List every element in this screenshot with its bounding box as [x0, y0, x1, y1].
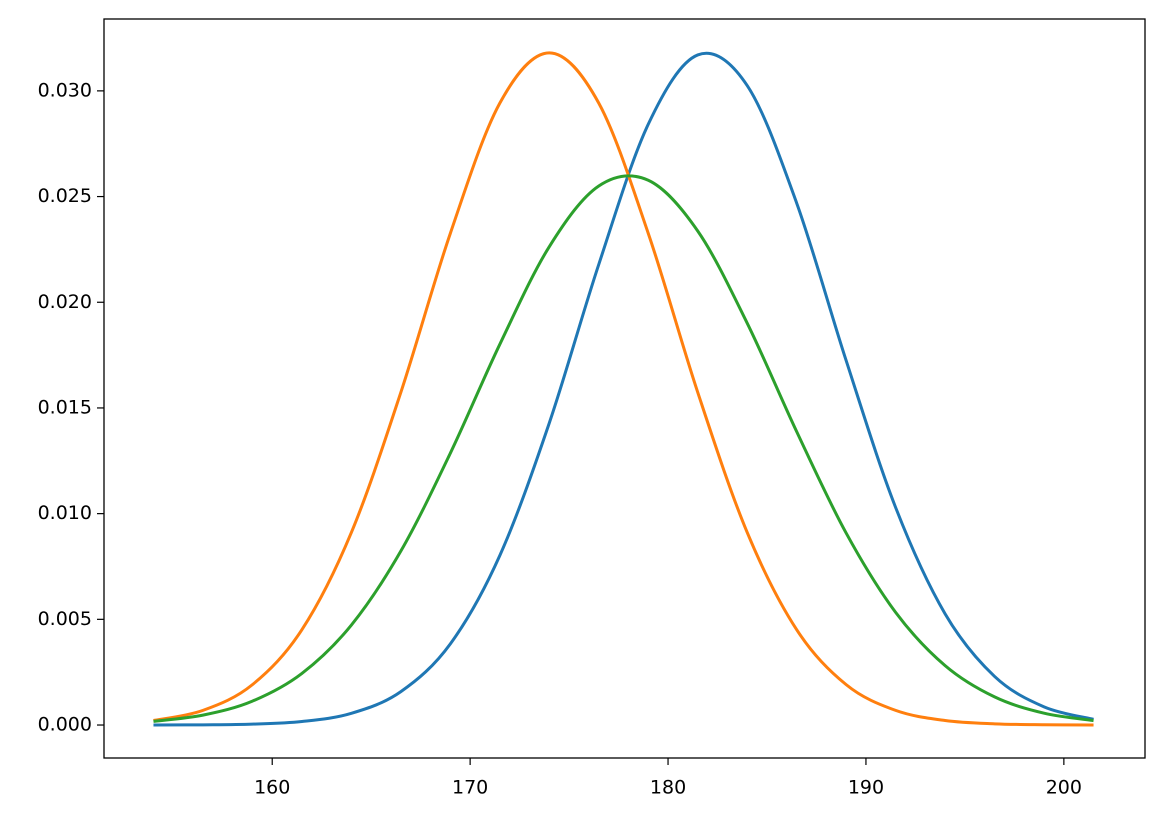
line-series	[153, 51, 1094, 727]
y-tick-label: 0.030	[38, 79, 92, 101]
line-series	[153, 51, 1094, 727]
plot-frame	[103, 18, 1146, 759]
x-tick-label: 180	[650, 777, 686, 799]
line-series	[153, 174, 1094, 723]
y-tick-label: 0.015	[38, 396, 92, 418]
y-tick-label: 0.005	[38, 608, 92, 630]
y-tick-label: 0.010	[38, 502, 92, 524]
y-tick-label: 0.025	[38, 185, 92, 207]
x-tick-label: 160	[254, 777, 290, 799]
x-tick-label: 170	[452, 777, 488, 799]
y-tick-label: 0.000	[38, 714, 92, 736]
y-tick-label: 0.020	[38, 291, 92, 313]
x-tick-label: 200	[1046, 777, 1082, 799]
x-tick-label: 190	[848, 777, 884, 799]
